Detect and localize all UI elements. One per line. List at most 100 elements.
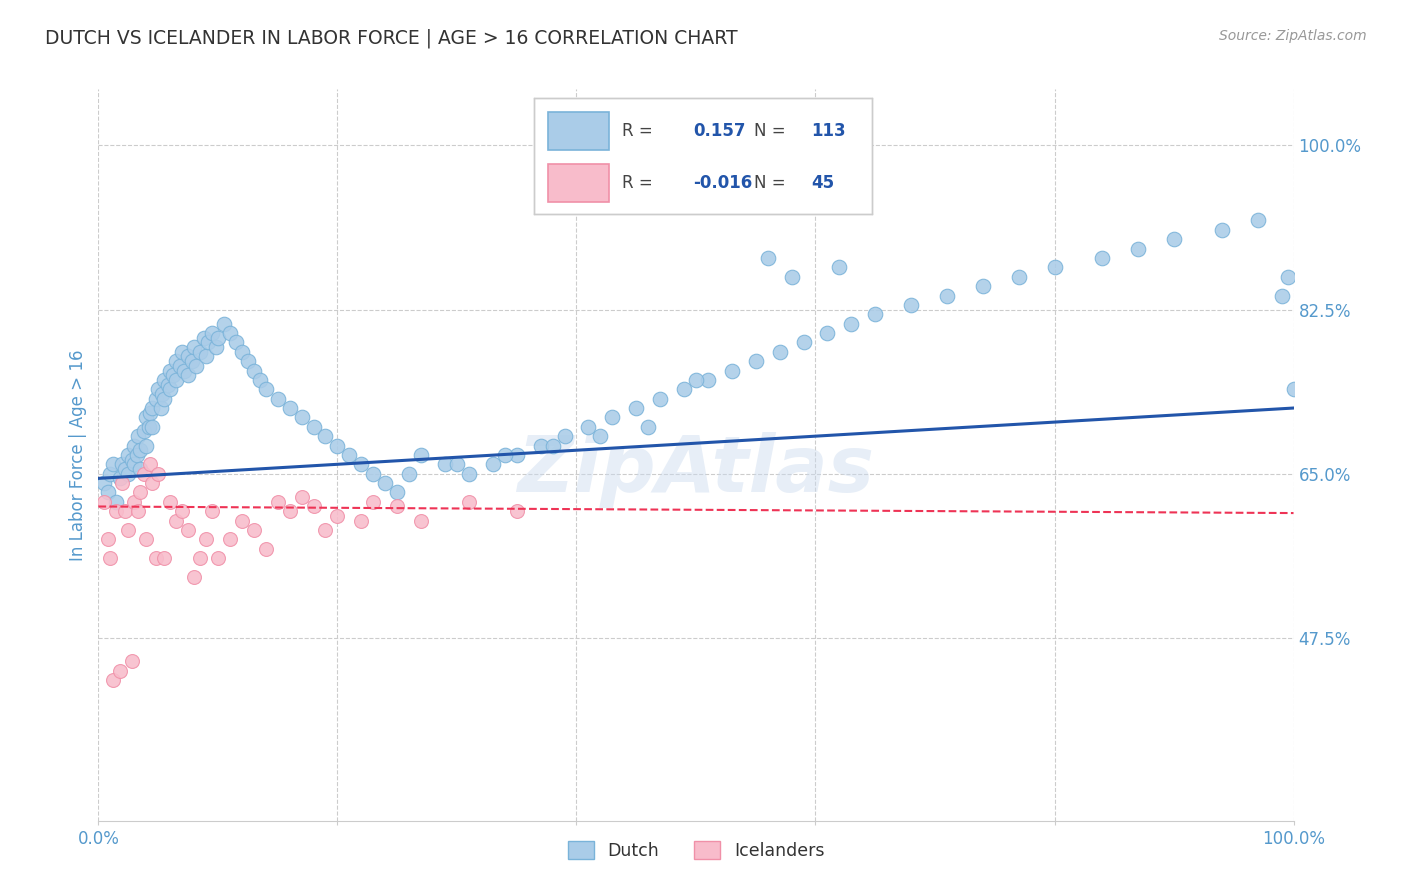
Point bbox=[117, 467, 139, 481]
Point bbox=[148, 467, 170, 481]
Point bbox=[207, 331, 229, 345]
Text: Source: ZipAtlas.com: Source: ZipAtlas.com bbox=[1219, 29, 1367, 43]
Point bbox=[315, 523, 337, 537]
Text: DUTCH VS ICELANDER IN LABOR FORCE | AGE > 16 CORRELATION CHART: DUTCH VS ICELANDER IN LABOR FORCE | AGE … bbox=[45, 29, 738, 48]
Point bbox=[225, 335, 247, 350]
Point bbox=[1091, 251, 1114, 265]
Point bbox=[173, 363, 195, 377]
Point bbox=[117, 523, 139, 537]
Point bbox=[494, 448, 516, 462]
Point bbox=[127, 429, 149, 443]
Point bbox=[124, 458, 146, 472]
Point bbox=[745, 354, 768, 368]
Point bbox=[153, 392, 176, 406]
Point bbox=[815, 326, 838, 340]
Text: N =: N = bbox=[754, 174, 785, 192]
Point bbox=[243, 523, 266, 537]
Point bbox=[1163, 232, 1185, 246]
Point bbox=[153, 373, 176, 387]
Point bbox=[254, 541, 277, 556]
Point bbox=[121, 654, 143, 668]
Point bbox=[101, 458, 124, 472]
Point bbox=[138, 419, 160, 434]
Point bbox=[98, 467, 122, 481]
Point bbox=[183, 340, 205, 354]
Point bbox=[637, 419, 659, 434]
Point bbox=[162, 368, 184, 383]
Point bbox=[159, 495, 181, 509]
Point bbox=[114, 504, 136, 518]
Point bbox=[114, 462, 136, 476]
Point bbox=[411, 514, 433, 528]
Point bbox=[602, 410, 624, 425]
Point bbox=[124, 438, 146, 452]
Point bbox=[768, 344, 790, 359]
Point bbox=[350, 458, 373, 472]
Point bbox=[291, 410, 314, 425]
Point bbox=[249, 373, 271, 387]
Point bbox=[127, 504, 149, 518]
Text: N =: N = bbox=[754, 121, 785, 139]
Point bbox=[139, 458, 162, 472]
Point bbox=[326, 438, 349, 452]
Point bbox=[1271, 288, 1294, 302]
Point bbox=[186, 359, 208, 373]
Point bbox=[201, 504, 224, 518]
FancyBboxPatch shape bbox=[548, 164, 609, 202]
Point bbox=[267, 392, 290, 406]
Point bbox=[139, 406, 162, 420]
Text: 0.157: 0.157 bbox=[693, 121, 745, 139]
Point bbox=[172, 344, 194, 359]
Point bbox=[145, 392, 167, 406]
Point bbox=[219, 326, 242, 340]
Y-axis label: In Labor Force | Age > 16: In Labor Force | Age > 16 bbox=[69, 349, 87, 561]
Point bbox=[231, 344, 253, 359]
Point bbox=[398, 467, 420, 481]
Point bbox=[278, 401, 301, 415]
Point bbox=[111, 458, 134, 472]
Point bbox=[350, 514, 373, 528]
Point bbox=[93, 476, 115, 491]
Legend: Dutch, Icelanders: Dutch, Icelanders bbox=[561, 834, 831, 867]
Point bbox=[180, 354, 202, 368]
Point bbox=[481, 458, 505, 472]
Text: 113: 113 bbox=[811, 121, 845, 139]
Point bbox=[141, 401, 163, 415]
Point bbox=[1211, 223, 1233, 237]
Point bbox=[900, 298, 922, 312]
Point bbox=[169, 359, 191, 373]
Text: -0.016: -0.016 bbox=[693, 174, 752, 192]
Point bbox=[195, 350, 218, 364]
Point bbox=[339, 448, 361, 462]
Point bbox=[111, 476, 134, 491]
Point bbox=[385, 500, 409, 514]
Point bbox=[105, 495, 128, 509]
Point bbox=[101, 673, 124, 687]
Point bbox=[554, 429, 576, 443]
Point bbox=[673, 382, 696, 396]
Point bbox=[541, 438, 564, 452]
Point bbox=[129, 462, 152, 476]
Point bbox=[841, 317, 863, 331]
Point bbox=[972, 279, 994, 293]
Point bbox=[936, 288, 959, 302]
Text: R =: R = bbox=[621, 121, 652, 139]
Point bbox=[236, 354, 259, 368]
Point bbox=[153, 551, 176, 566]
Point bbox=[1277, 269, 1299, 284]
Point bbox=[188, 551, 211, 566]
Point bbox=[97, 485, 120, 500]
Point bbox=[197, 335, 219, 350]
Point bbox=[254, 382, 277, 396]
Point bbox=[145, 551, 167, 566]
Point bbox=[363, 467, 385, 481]
Point bbox=[363, 495, 385, 509]
Point bbox=[121, 452, 143, 467]
Point bbox=[177, 368, 200, 383]
Point bbox=[135, 410, 157, 425]
Point bbox=[506, 448, 529, 462]
Point bbox=[105, 504, 128, 518]
Point bbox=[132, 467, 155, 481]
Point bbox=[159, 363, 181, 377]
Point bbox=[212, 317, 235, 331]
